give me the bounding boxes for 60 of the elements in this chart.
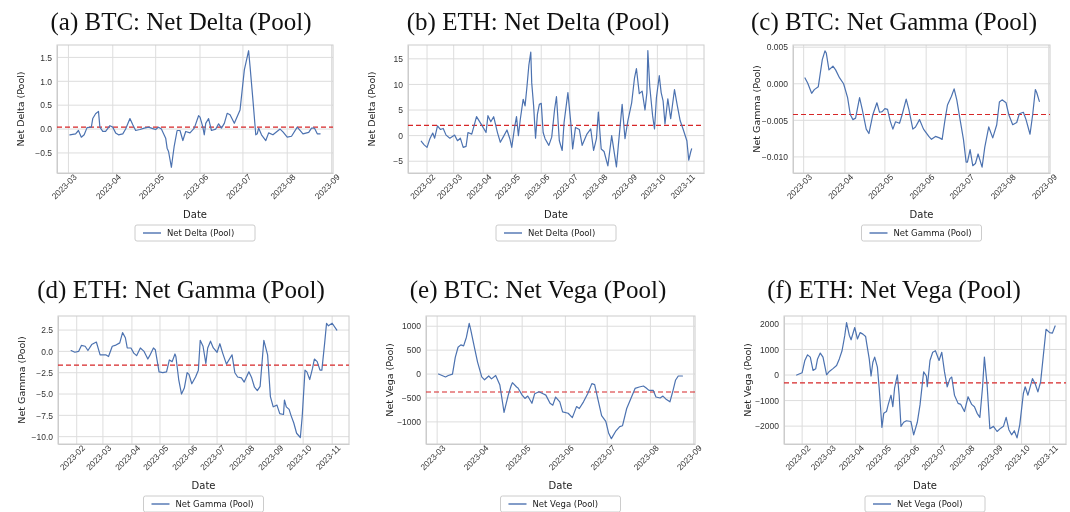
y-tick-label: −7.5: [36, 410, 54, 421]
chart-title: (b) ETH: Net Delta (Pool): [406, 8, 670, 36]
legend-label: Net Gamma (Pool): [893, 228, 972, 238]
y-tick-label: −0.005: [761, 115, 789, 126]
chart-title: (d) ETH: Net Gamma (Pool): [37, 276, 325, 304]
x-axis-title: Date: [548, 480, 573, 491]
line-series: [420, 50, 693, 168]
y-tick-label: 15: [393, 54, 404, 65]
x-axis-title: Date: [913, 480, 937, 491]
y-tick-label: −0.5: [35, 148, 53, 159]
y-tick-label: 0: [398, 130, 404, 141]
y-tick-label: 0.005: [766, 42, 789, 53]
chart-title: (a) BTC: Net Delta (Pool): [50, 8, 312, 36]
y-tick-label: 2.5: [41, 325, 54, 336]
y-tick-label: −1000: [755, 395, 780, 406]
chart-title: (c) BTC: Net Gamma (Pool): [750, 8, 1038, 36]
y-tick-label: −5.0: [36, 389, 54, 400]
y-tick-label: −10.0: [31, 431, 54, 442]
y-axis-title: Net Vega (Pool): [742, 343, 753, 417]
y-tick-label: 0.0: [40, 124, 53, 135]
x-axis-title: Date: [544, 209, 568, 220]
legend-label: Net Vega (Pool): [532, 499, 599, 509]
y-tick-label: 2000: [760, 319, 780, 330]
y-tick-label: 0: [774, 370, 780, 381]
y-axis-title: Net Delta (Pool): [366, 71, 377, 147]
y-tick-label: −5: [393, 156, 404, 167]
chart-title: (f) ETH: Net Vega (Pool): [767, 276, 1021, 304]
y-tick-label: −2.5: [36, 367, 54, 378]
y-tick-label: 0.000: [766, 78, 789, 89]
y-tick-label: 1000: [402, 321, 422, 332]
y-tick-label: 1.5: [40, 52, 53, 63]
y-axis-title: Net Delta (Pool): [15, 71, 26, 147]
legend-label: Net Vega (Pool): [897, 499, 963, 509]
legend-label: Net Delta (Pool): [167, 228, 235, 238]
y-tick-label: −500: [401, 393, 422, 404]
chart-title: (e) BTC: Net Vega (Pool): [409, 276, 667, 304]
line-series: [796, 322, 1056, 439]
y-axis-title: Net Vega (Pool): [384, 343, 395, 417]
y-tick-label: −1000: [397, 417, 422, 428]
y-axis-title: Net Gamma (Pool): [16, 336, 27, 424]
y-tick-label: 10: [393, 79, 404, 90]
y-tick-label: 500: [406, 345, 422, 356]
y-tick-label: 0: [416, 369, 422, 380]
y-tick-label: 0.0: [41, 346, 54, 357]
x-axis-title: Date: [183, 209, 207, 220]
y-tick-label: −0.010: [761, 152, 789, 163]
x-axis-title: Date: [909, 209, 934, 220]
y-tick-label: 0.5: [40, 100, 53, 111]
line-series: [69, 50, 321, 168]
y-tick-label: −2000: [755, 421, 780, 432]
legend-label: Net Delta (Pool): [528, 228, 596, 238]
legend-label: Net Gamma (Pool): [175, 499, 254, 509]
line-series: [70, 322, 338, 439]
y-axis-title: Net Gamma (Pool): [751, 65, 762, 153]
line-series: [437, 322, 684, 440]
y-tick-label: 1.0: [40, 76, 53, 87]
line-series: [804, 50, 1040, 168]
y-tick-label: 1000: [760, 344, 780, 355]
y-tick-label: 5: [398, 105, 404, 116]
x-axis-title: Date: [191, 480, 216, 491]
